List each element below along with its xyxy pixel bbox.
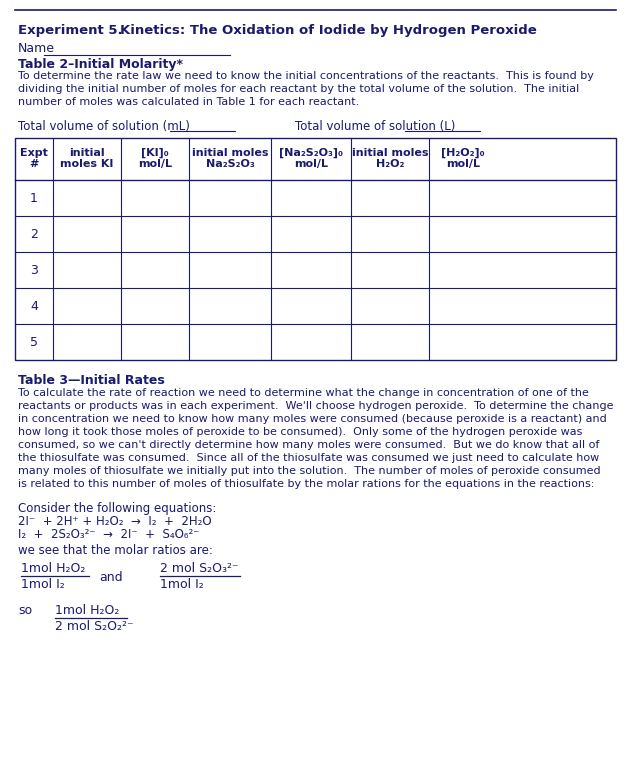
Text: 2I⁻  + 2H⁺ + H₂O₂  →  I₂  +  2H₂O: 2I⁻ + 2H⁺ + H₂O₂ → I₂ + 2H₂O	[18, 515, 211, 528]
Text: is related to this number of moles of thiosulfate by the molar rations for the e: is related to this number of moles of th…	[18, 479, 594, 489]
Text: mol/L: mol/L	[138, 159, 172, 169]
Text: mol/L: mol/L	[294, 159, 328, 169]
Text: consumed, so we can't directly determine how many moles were consumed.  But we d: consumed, so we can't directly determine…	[18, 440, 599, 450]
Text: [Na₂S₂O₃]₀: [Na₂S₂O₃]₀	[279, 148, 343, 158]
Text: the thiosulfate was consumed.  Since all of the thiosulfate was consumed we just: the thiosulfate was consumed. Since all …	[18, 453, 599, 463]
Text: 4: 4	[30, 299, 38, 313]
Text: [H₂O₂]₀: [H₂O₂]₀	[441, 148, 485, 158]
Text: #: #	[29, 159, 38, 169]
Text: Table 2–Initial Molarity*: Table 2–Initial Molarity*	[18, 58, 183, 71]
Bar	[15, 138, 616, 360]
Text: we see that the molar ratios are:: we see that the molar ratios are:	[18, 544, 213, 557]
Text: initial: initial	[69, 148, 105, 158]
Text: Na₂S₂O₃: Na₂S₂O₃	[206, 159, 254, 169]
Text: in concentration we need to know how many moles were consumed (because peroxide : in concentration we need to know how man…	[18, 414, 607, 424]
Text: 2 mol S₂O₂²⁻: 2 mol S₂O₂²⁻	[55, 620, 134, 633]
Text: initial moles: initial moles	[351, 148, 428, 158]
Text: Experiment 5.: Experiment 5.	[18, 24, 122, 37]
Text: 2 mol S₂O₃²⁻: 2 mol S₂O₃²⁻	[160, 562, 239, 575]
Text: H₂O₂: H₂O₂	[376, 159, 404, 169]
Text: 2: 2	[30, 227, 38, 241]
Text: reactants or products was in each experiment.  We'll choose hydrogen peroxide.  : reactants or products was in each experi…	[18, 401, 613, 411]
Text: Table 3—Initial Rates: Table 3—Initial Rates	[18, 374, 165, 387]
Text: initial moles: initial moles	[192, 148, 268, 158]
Text: Total volume of solution (L): Total volume of solution (L)	[295, 120, 456, 133]
Text: Total volume of solution (mL): Total volume of solution (mL)	[18, 120, 190, 133]
Text: 5: 5	[30, 336, 38, 349]
Text: dividing the initial number of moles for each reactant by the total volume of th: dividing the initial number of moles for…	[18, 84, 579, 94]
Text: mol/L: mol/L	[446, 159, 480, 169]
Text: number of moles was calculated in Table 1 for each reactant.: number of moles was calculated in Table …	[18, 97, 359, 107]
Text: so: so	[18, 604, 32, 617]
Text: 1: 1	[30, 191, 38, 205]
Text: 1mol I₂: 1mol I₂	[21, 578, 65, 591]
Text: 3: 3	[30, 263, 38, 277]
Text: To determine the rate law we need to know the initial concentrations of the reac: To determine the rate law we need to kno…	[18, 71, 594, 81]
Text: To calculate the rate of reaction we need to determine what the change in concen: To calculate the rate of reaction we nee…	[18, 388, 589, 398]
Text: I₂  +  2S₂O₃²⁻  →  2I⁻  +  S₄O₆²⁻: I₂ + 2S₂O₃²⁻ → 2I⁻ + S₄O₆²⁻	[18, 528, 199, 541]
Text: 1mol I₂: 1mol I₂	[160, 578, 204, 591]
Text: moles KI: moles KI	[61, 159, 114, 169]
Text: 1mol H₂O₂: 1mol H₂O₂	[21, 562, 85, 575]
Text: many moles of thiosulfate we initially put into the solution.  The number of mol: many moles of thiosulfate we initially p…	[18, 466, 601, 476]
Text: Name: Name	[18, 42, 55, 55]
Text: Expt: Expt	[20, 148, 48, 158]
Text: Consider the following equations:: Consider the following equations:	[18, 502, 216, 515]
Text: [KI]₀: [KI]₀	[141, 148, 169, 158]
Text: how long it took those moles of peroxide to be consumed).  Only some of the hydr: how long it took those moles of peroxide…	[18, 427, 582, 437]
Text: 1mol H₂O₂: 1mol H₂O₂	[55, 604, 119, 617]
Text: Kinetics: The Oxidation of Iodide by Hydrogen Peroxide: Kinetics: The Oxidation of Iodide by Hyd…	[120, 24, 537, 37]
Text: and: and	[99, 571, 122, 584]
